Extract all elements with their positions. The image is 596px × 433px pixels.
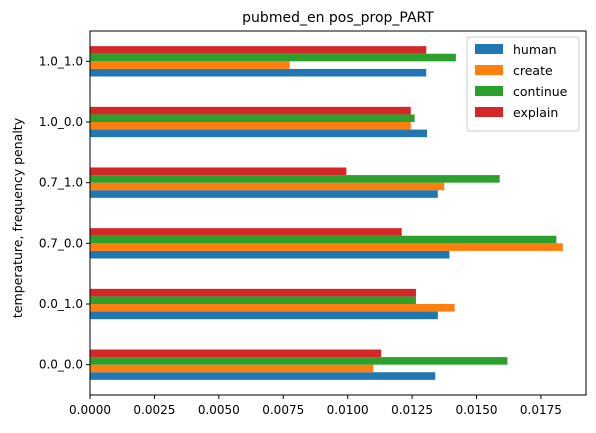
legend-swatch-create	[475, 65, 503, 75]
y-tick-label: 0.7_1.0	[39, 176, 83, 190]
bar-human-0.7_0.0	[90, 250, 450, 259]
x-tick-label: 0.0075	[262, 403, 304, 417]
legend-swatch-human	[475, 44, 503, 54]
y-axis-label: temperature, frequency penalty	[10, 117, 25, 318]
x-tick-label: 0.0050	[198, 403, 240, 417]
x-tick-label: 0.0175	[520, 403, 562, 417]
bar-human-0.7_1.0	[90, 190, 438, 198]
y-tick-label: 0.7_0.0	[39, 236, 83, 250]
bar-explain-0.7_1.0	[90, 167, 347, 176]
bar-human-0.0_0.0	[90, 372, 436, 380]
y-ticks-group: 0.0_0.0 0.0_1.0 0.7_0.0 0.7_1.0 1.0_0.0 1.0_1…	[39, 54, 90, 372]
bar-create-0.0_0.0	[90, 364, 374, 373]
bar-continue-0.0_0.0	[90, 357, 508, 365]
x-tick-label: 0.0150	[455, 403, 497, 417]
y-tick-label: 1.0_0.0	[39, 115, 83, 129]
bar-human-1.0_0.0	[90, 129, 428, 138]
bar-continue-0.7_0.0	[90, 235, 557, 244]
bar-human-1.0_1.0	[90, 68, 427, 77]
legend: human create continue explain	[466, 36, 580, 132]
y-tick-label: 1.0_1.0	[39, 54, 83, 68]
bar-create-1.0_1.0	[90, 61, 290, 69]
bar-explain-0.0_1.0	[90, 288, 416, 297]
x-tick-label: 0.0125	[391, 403, 433, 417]
legend-label-create: create	[513, 63, 553, 78]
legend-swatch-continue	[475, 86, 503, 96]
bar-continue-0.0_1.0	[90, 296, 416, 304]
legend-label-continue: continue	[513, 84, 568, 99]
bar-create-0.7_0.0	[90, 243, 563, 251]
bars-group	[90, 46, 563, 380]
y-tick-label: 0.0_1.0	[39, 297, 83, 311]
chart-title: pubmed_en pos_prop_PART	[242, 10, 434, 26]
legend-swatch-explain	[475, 107, 503, 117]
bar-continue-1.0_0.0	[90, 114, 415, 122]
bar-continue-1.0_1.0	[90, 53, 456, 62]
bar-explain-0.0_0.0	[90, 349, 382, 358]
bar-continue-0.7_1.0	[90, 175, 500, 183]
bar-human-0.0_1.0	[90, 311, 438, 320]
bar-create-1.0_0.0	[90, 122, 411, 130]
y-tick-label: 0.0_0.0	[39, 358, 83, 372]
legend-label-explain: explain	[513, 105, 558, 120]
bar-explain-1.0_1.0	[90, 46, 427, 54]
x-ticks-group: 0.0000 0.0025 0.0050 0.0075 0.0100 0.0125 0.01…	[69, 395, 562, 417]
bar-explain-1.0_0.0	[90, 106, 411, 115]
x-tick-label: 0.0100	[327, 403, 369, 417]
plot-frame	[89, 30, 587, 396]
x-tick-label: 0.0025	[133, 403, 175, 417]
x-tick-label: 0.0000	[69, 403, 111, 417]
legend-label-human: human	[513, 42, 557, 57]
bar-create-0.0_1.0	[90, 304, 455, 312]
bar-explain-0.7_0.0	[90, 228, 402, 236]
bar-create-0.7_1.0	[90, 182, 445, 191]
